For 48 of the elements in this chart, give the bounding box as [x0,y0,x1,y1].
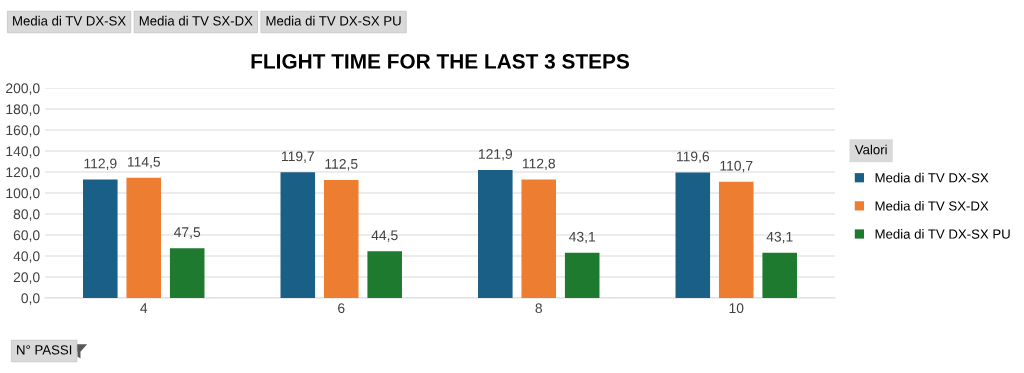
data-label: 112,9 [84,158,117,171]
y-tick-label: 160,0 [6,125,40,137]
data-label: 110,7 [720,160,753,173]
data-label: 43,1 [766,231,793,244]
x-tick-label: 4 [140,303,148,313]
data-label: 114,5 [127,157,161,169]
y-tick-label: 120,0 [6,167,40,179]
chart-title: FLIGHT TIME FOR THE LAST 3 STEPS [251,54,630,69]
data-label: 112,8 [522,158,556,171]
y-tick-label: 100,0 [6,188,40,200]
bar [762,252,797,298]
bar [280,172,316,298]
bar [126,177,162,298]
data-label: 119,6 [676,151,710,163]
y-tick-label: 180,0 [6,104,40,116]
bar [718,181,754,298]
x-axis-title: N° PASSI [17,345,72,355]
y-tick-label: 20,0 [13,272,40,284]
legend-label: Media di TV DX-SX PU [875,229,1010,239]
bar [323,179,359,298]
data-label: 47,5 [174,227,201,239]
bar [83,179,118,298]
data-label: 43,1 [569,231,596,244]
y-tick-label: 140,0 [6,146,40,158]
data-label: 121,9 [478,149,513,161]
x-tick-label: 10 [729,303,744,314]
data-label: 44,5 [371,230,398,242]
bar [478,170,513,298]
data-label: 119,7 [281,151,314,163]
text: Media di TV DX-SX PU [266,15,401,26]
legend-title: Valori [854,144,887,155]
bar [367,251,402,298]
y-tick-label: 80,0 [13,209,40,221]
legend-label: Media di TV SX-DX [875,200,989,211]
text: Media di TV SX-DX [139,15,253,26]
y-tick-label: 0,0 [21,293,40,305]
bar [675,172,711,298]
bar [169,248,205,298]
y-tick-label: 200,0 [6,83,40,95]
text: Media di TV DX-SX [13,15,126,26]
y-tick-label: 40,0 [13,251,40,263]
data-label: 112,5 [325,158,358,171]
bar [564,252,600,298]
legend-label: Media di TV DX-SX [875,172,989,183]
x-tick-label: 6 [338,303,345,314]
bar [521,179,557,298]
y-tick-label: 60,0 [13,230,40,242]
x-tick-label: 8 [535,303,543,314]
